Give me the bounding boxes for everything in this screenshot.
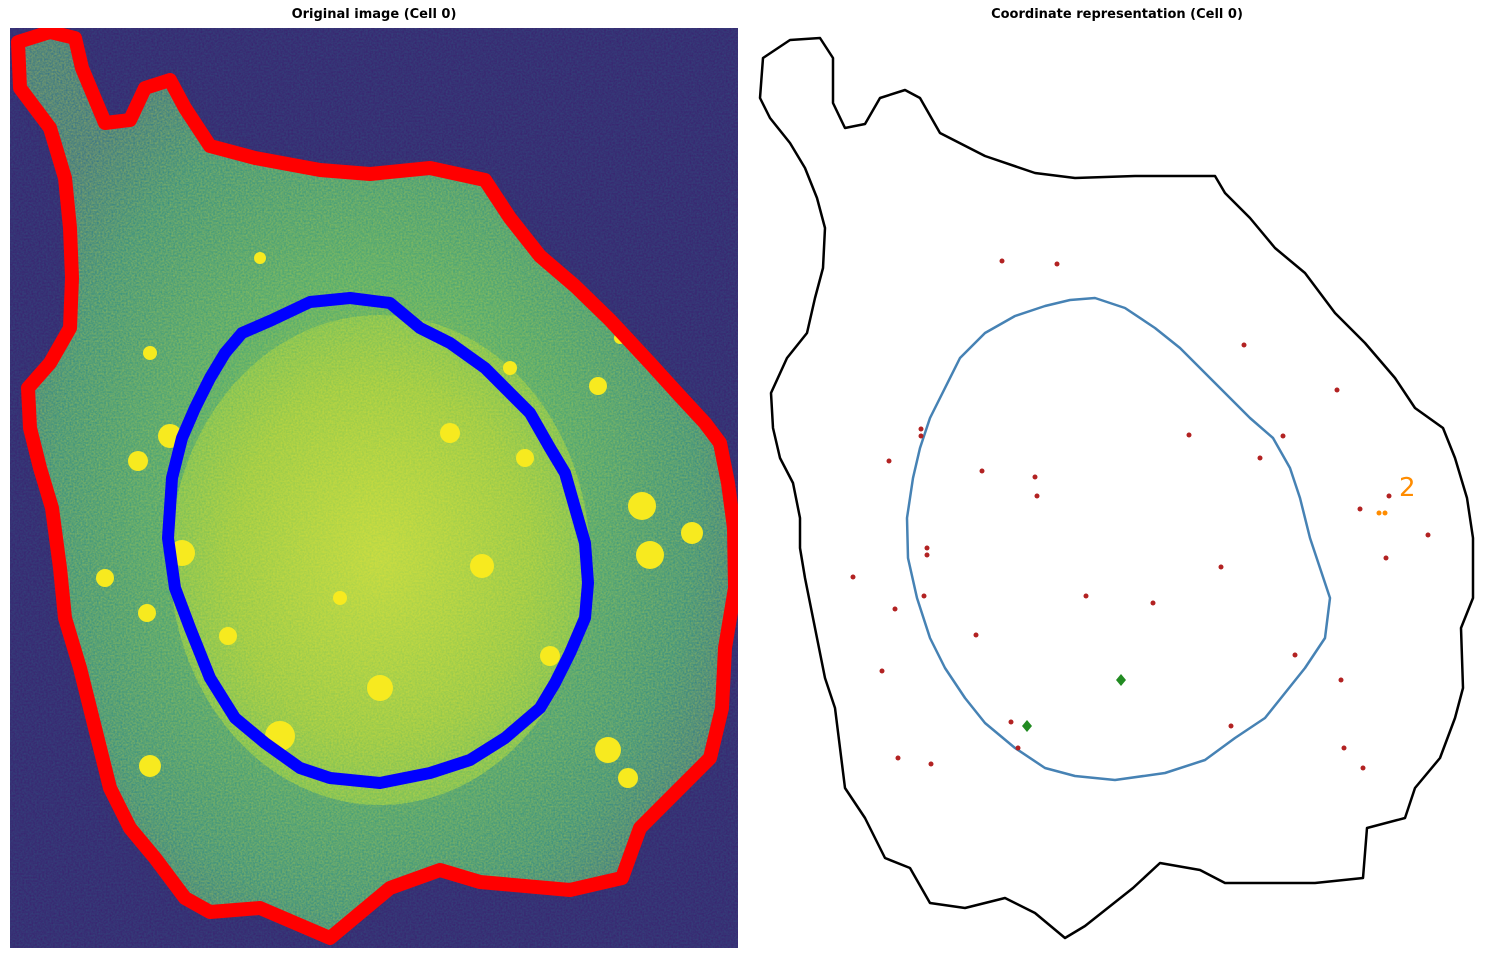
original-image-panel [10, 28, 738, 948]
nucleus-outline-left [162, 292, 594, 789]
coordinate-panel: 2 [745, 28, 1489, 948]
cell-outline-left [11, 28, 738, 945]
coordinate-svg: 2 [758, 36, 1475, 940]
original-image-svg [10, 28, 738, 948]
cluster-markers [1376, 510, 1388, 516]
bright-spots [96, 252, 703, 788]
centroid-marker [1022, 720, 1032, 732]
centroid-markers [1022, 674, 1126, 732]
centroid-marker [1116, 674, 1126, 686]
right-panel-title: Coordinate representation (Cell 0) [991, 7, 1243, 22]
left-panel-title: Original image (Cell 0) [291, 7, 457, 22]
spot-markers [850, 258, 1431, 771]
cell-outline-right [758, 36, 1475, 940]
cluster-label: 2 [1399, 473, 1416, 503]
nucleus-outline-right [905, 296, 1332, 782]
